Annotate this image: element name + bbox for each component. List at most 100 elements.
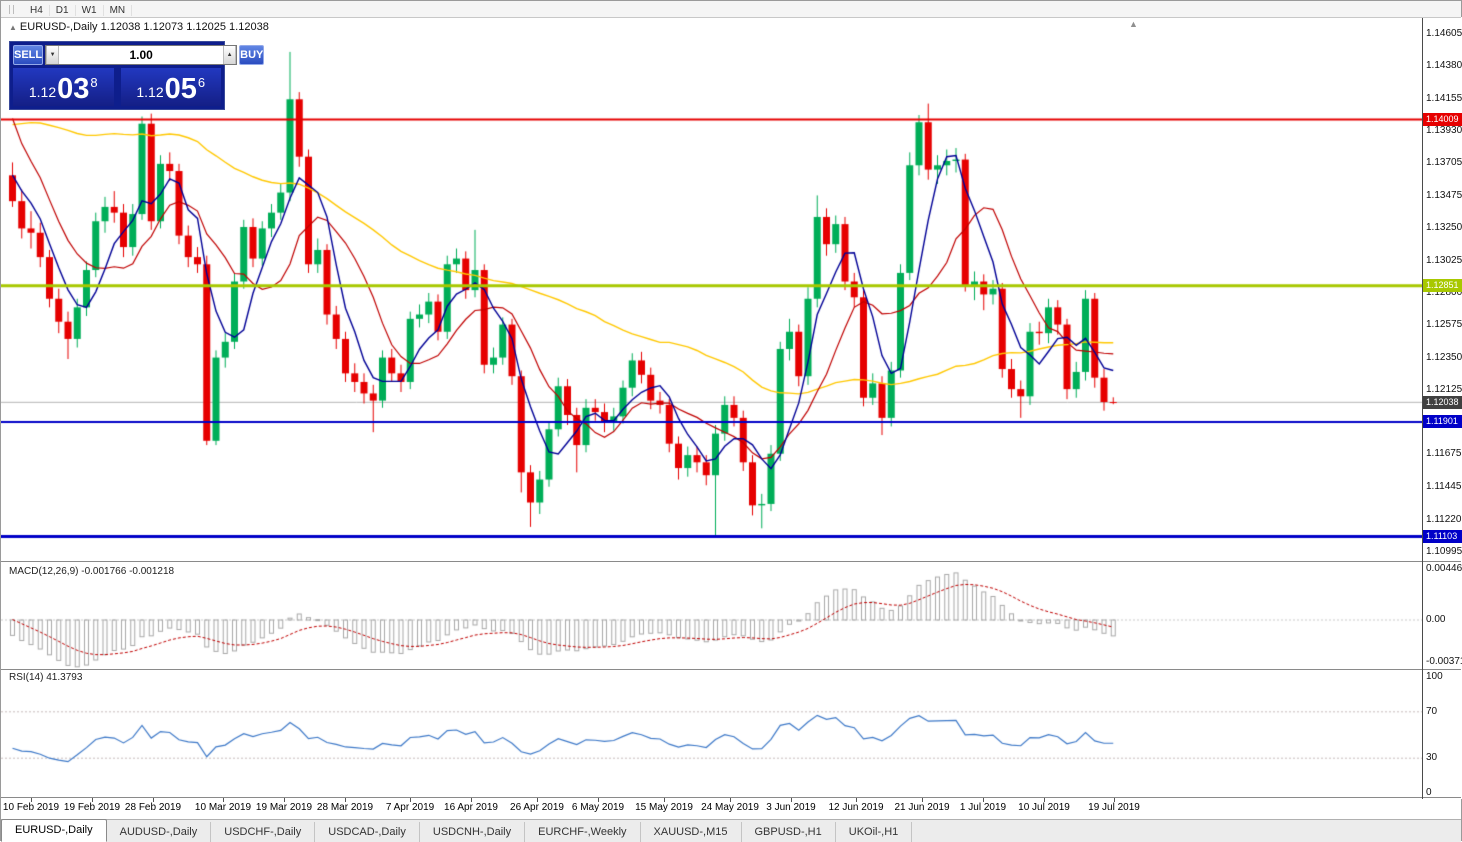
chart-title: ▲ EURUSD-,Daily 1.12038 1.12073 1.12025 1…	[9, 21, 269, 33]
price-tick-label: 1.12125	[1426, 383, 1462, 395]
chart-tab-ukoil-h1[interactable]: UKOil-,H1	[835, 822, 913, 842]
pane-separator[interactable]	[1, 669, 1461, 670]
timeframe-button-d1[interactable]: D1	[49, 5, 76, 16]
chart-tab-bar: EURUSD-,Daily AUDUSD-,Daily USDCHF-,Daily U…	[1, 819, 1461, 842]
date-axis-tick	[664, 798, 665, 802]
price-tick-label: 1.13250	[1426, 222, 1462, 234]
chart-tab-eurusd-daily[interactable]: EURUSD-,Daily	[1, 819, 107, 842]
price-line-badge: 1.14009	[1423, 113, 1462, 127]
date-axis-label: 28 Mar 2019	[316, 802, 374, 813]
volume-input[interactable]	[59, 46, 224, 64]
date-axis-tick	[856, 798, 857, 802]
date-axis-label: 15 May 2019	[635, 802, 693, 813]
price-tick-label: 1.12575	[1426, 319, 1462, 331]
date-axis-label: 10 Jul 2019	[1018, 802, 1070, 813]
chart-shift-marker-icon: ▲	[1129, 19, 1138, 29]
rsi-tick-label: 0	[1426, 787, 1432, 798]
date-axis-tick	[31, 798, 32, 802]
date-axis-label: 16 Apr 2019	[444, 802, 498, 813]
date-axis-label: 7 Apr 2019	[385, 802, 435, 813]
chart-tab-xauusd-m15[interactable]: XAUUSD-,M15	[640, 822, 742, 842]
date-axis-tick	[153, 798, 154, 802]
top-toolbar: H4 D1 W1 MN	[1, 1, 1461, 18]
buy-price-display[interactable]: 1.12 05 6	[120, 68, 221, 106]
price-line-badge: 1.11103	[1423, 530, 1462, 543]
date-axis-tick	[410, 798, 411, 802]
date-axis-label: 21 Jun 2019	[894, 802, 950, 813]
price-tick-label: 1.12350	[1426, 351, 1462, 363]
price-tick-label: 1.12800	[1426, 286, 1462, 298]
buy-button[interactable]: BUY	[239, 45, 265, 65]
pane-separator[interactable]	[1, 561, 1461, 562]
chart-tab-audusd-daily[interactable]: AUDUSD-,Daily	[106, 822, 212, 842]
rsi-indicator-label: RSI(14) 41.3793	[9, 672, 83, 683]
date-axis-tick	[983, 798, 984, 802]
date-axis-label: 26 Apr 2019	[510, 802, 564, 813]
date-axis-label: 1 Jul 2019	[959, 802, 1007, 813]
date-axis-label: 3 Jun 2019	[766, 802, 816, 813]
sell-price-display[interactable]: 1.12 03 8	[13, 68, 114, 106]
macd-tick-label: 0.004465	[1426, 563, 1462, 574]
panel-collapse-icon[interactable]: ▲	[9, 23, 17, 32]
price-tick-label: 1.11675	[1426, 448, 1462, 460]
date-axis-label: 19 Feb 2019	[63, 802, 121, 813]
price-axis-border	[1422, 17, 1423, 799]
vol-field: ▼ ▲	[45, 45, 238, 65]
date-axis-tick	[471, 798, 472, 802]
date-axis-tick	[92, 798, 93, 802]
price-tick-label: 1.10995	[1426, 545, 1462, 557]
price-axis[interactable]: 1.14605 1.14380 1.14155 1.13930 1.13705 1.134…	[1423, 17, 1462, 799]
chart-tab-eurchf-weekly[interactable]: EURCHF-,Weekly	[525, 822, 641, 842]
volume-increase-icon[interactable]: ▲	[223, 46, 237, 64]
timeframe-button-mn[interactable]: MN	[103, 5, 133, 16]
chart-tab-usdcad-daily[interactable]: USDCAD-,Daily	[315, 822, 420, 842]
date-axis-label: 19 Mar 2019	[255, 802, 313, 813]
price-tick-label: 1.11445	[1426, 481, 1462, 493]
date-axis-label: 28 Feb 2019	[124, 802, 182, 813]
date-axis-tick	[791, 798, 792, 802]
date-axis-label: 19 Jul 2019	[1088, 802, 1140, 813]
chart-title-text: EURUSD-,Daily 1.12038 1.12073 1.12025 1.…	[19, 21, 269, 33]
date-axis-tick	[1044, 798, 1045, 802]
price-tick-label: 1.14380	[1426, 60, 1462, 72]
date-axis-tick	[223, 798, 224, 802]
date-axis-label: 6 May 2019	[571, 802, 625, 813]
toolbar-grip-icon	[9, 4, 14, 14]
price-tick-label: 1.13475	[1426, 190, 1462, 202]
chart-tab-usdchf-daily[interactable]: USDCHF-,Daily	[211, 822, 316, 842]
macd-indicator-label: MACD(12,26,9) -0.001766 -0.001218	[9, 566, 175, 577]
rsi-tick-label: 70	[1426, 705, 1438, 717]
chart-tab-usdcnh-daily[interactable]: USDCNH-,Daily	[419, 822, 526, 842]
price-tick-label: 1.13705	[1426, 157, 1462, 169]
price-tick-label: 1.13025	[1426, 254, 1462, 266]
price-tick-label: 1.11220	[1426, 513, 1462, 525]
price-line-badge: 1.12851	[1423, 279, 1462, 293]
current-price-badge: 1.12038	[1423, 395, 1462, 409]
sell-button[interactable]: SELL	[13, 45, 44, 65]
date-axis-tick	[284, 798, 285, 802]
pane-separator[interactable]	[1, 797, 1461, 798]
volume-decrease-icon[interactable]: ▼	[46, 46, 60, 64]
date-axis-tick	[730, 798, 731, 802]
rsi-tick-label: 30	[1426, 752, 1438, 764]
price-tick-label: 1.13930	[1426, 124, 1462, 136]
date-axis-tick	[922, 798, 923, 802]
price-tick-label: 1.14155	[1426, 92, 1462, 104]
chart-tab-gbpusd-h1[interactable]: GBPUSD-,H1	[741, 822, 836, 842]
macd-tick-label: -0.003715	[1426, 656, 1462, 668]
date-axis-tick	[537, 798, 538, 802]
date-axis-tick	[598, 798, 599, 802]
price-line-badge: 1.11901	[1423, 415, 1462, 429]
price-tick-label: 1.14605	[1426, 28, 1462, 39]
date-axis-label: 24 May 2019	[701, 802, 759, 813]
date-axis-label: 10 Feb 2019	[2, 802, 60, 813]
macd-tick-label: 0.00	[1426, 614, 1446, 625]
rsi-tick-label: 100	[1426, 671, 1443, 682]
price-chart-canvas[interactable]	[1, 17, 1423, 799]
date-axis-tick	[1114, 798, 1115, 802]
timeframe-button-h4[interactable]: H4	[24, 5, 50, 16]
timeframe-button-w1[interactable]: W1	[75, 5, 104, 16]
date-axis[interactable]: 10 Feb 2019 19 Feb 2019 28 Feb 2019 10 Mar …	[1, 798, 1423, 818]
